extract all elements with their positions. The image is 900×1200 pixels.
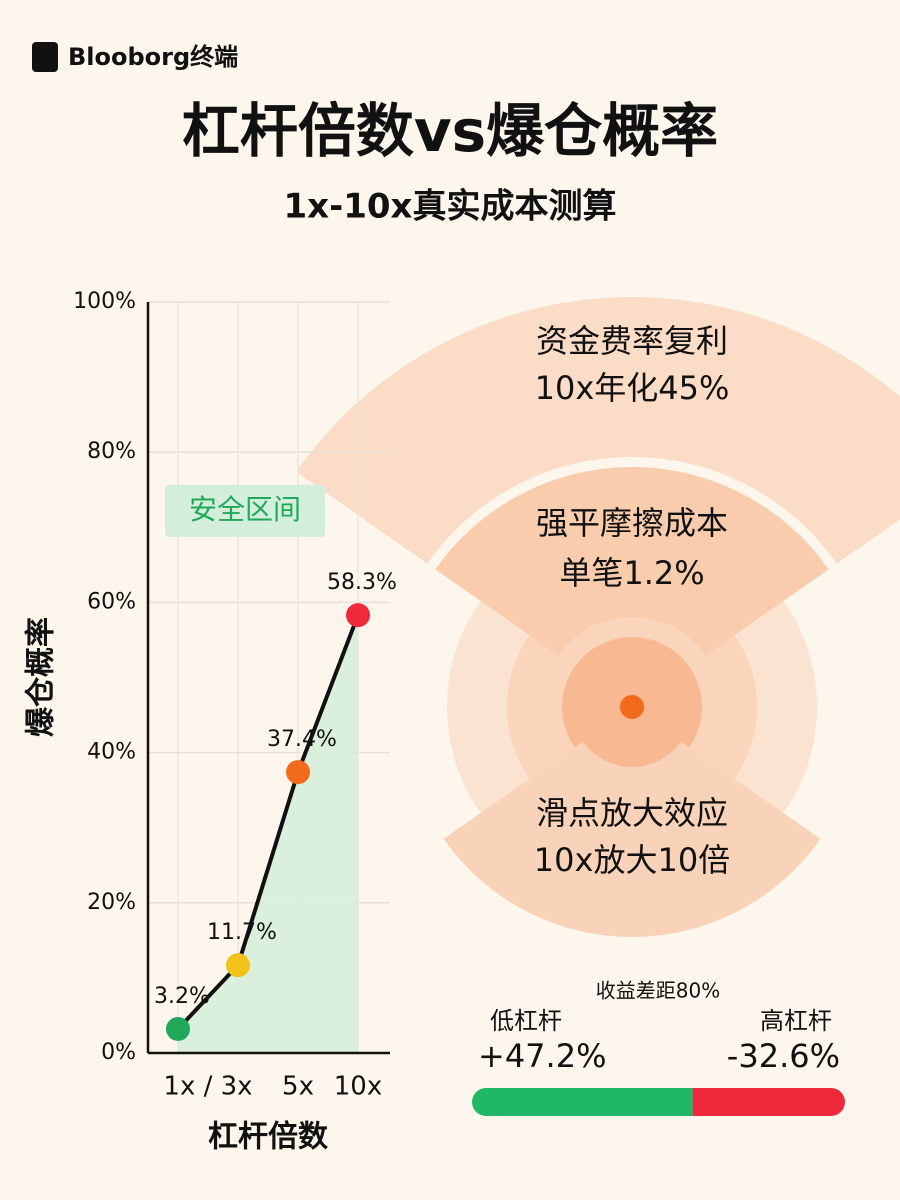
- panel-title: 资金费率复利: [536, 322, 728, 360]
- fan: [435, 467, 829, 656]
- point: [286, 760, 310, 785]
- center-dot: [620, 695, 644, 719]
- fan: [296, 297, 900, 564]
- panel-title: 滑点放大效应: [536, 794, 728, 832]
- title: 杠杆倍数vs爆仓概率: [182, 97, 718, 165]
- comparison-title: 收益差距80%: [596, 979, 720, 1003]
- x-axis-label: 杠杆倍数: [208, 1120, 329, 1155]
- legend-name: 低杠杆: [490, 1007, 562, 1035]
- y-tick-label: 100%: [73, 289, 136, 314]
- point: [166, 1016, 190, 1041]
- y-tick-label: 40%: [87, 740, 136, 765]
- comparison-bar: [692, 1088, 845, 1116]
- point: [226, 953, 250, 978]
- fan: [443, 741, 821, 937]
- panel-detail: 10x年化45%: [535, 369, 730, 407]
- value-label: 37.4%: [267, 727, 337, 752]
- comparison-value: -32.6%: [727, 1037, 840, 1075]
- legend-name: 高杠杆: [760, 1007, 832, 1035]
- comparison-value: +47.2%: [478, 1037, 606, 1075]
- point: [346, 603, 370, 628]
- value-label: 58.3%: [327, 570, 397, 595]
- line: [176, 614, 360, 1031]
- panel-detail: 10x放大10倍: [534, 841, 730, 879]
- logo-icon: [32, 42, 58, 72]
- value-label: 11.7%: [207, 920, 277, 945]
- panel-title: 强平摩擦成本: [536, 504, 728, 542]
- annotation-box: [165, 485, 325, 537]
- y-tick-label: 60%: [87, 589, 136, 614]
- subtitle: 1x-10x真实成本测算: [284, 187, 617, 227]
- brand: Blooborg终端: [68, 43, 238, 71]
- x-tick-label: 10x: [334, 1072, 382, 1102]
- comparison-bar: [472, 1088, 693, 1116]
- panel-detail: 单笔1.2%: [559, 554, 704, 592]
- x-tick-label: 5x: [282, 1072, 314, 1102]
- y-tick-label: 20%: [87, 890, 136, 915]
- y-tick-label: 0%: [101, 1040, 136, 1065]
- safe-area: [178, 615, 358, 1053]
- value-label: 3.2%: [154, 984, 210, 1009]
- y-tick-label: 80%: [87, 439, 136, 464]
- x-tick-label: 1x / 3x: [163, 1072, 252, 1102]
- y-axis-label: 爆仓概率: [24, 617, 59, 737]
- annotation: 安全区间: [189, 493, 301, 526]
